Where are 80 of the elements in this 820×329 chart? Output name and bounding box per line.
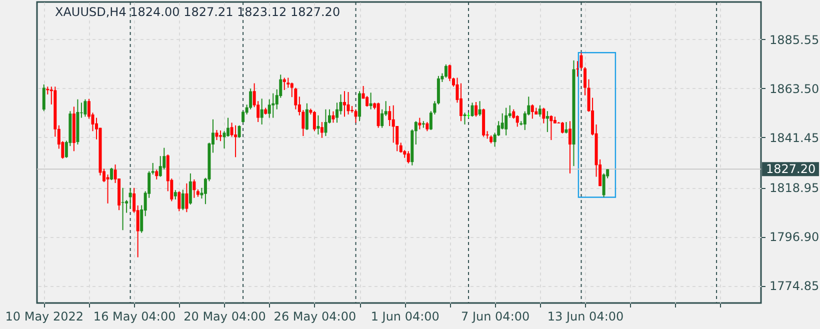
candlestick (444, 64, 448, 78)
candlestick (568, 120, 572, 174)
candlestick (460, 82, 463, 122)
chart-title: XAUUSD,H4 1824.00 1827.21 1823.12 1827.20 (55, 5, 340, 19)
candlestick (332, 110, 335, 124)
x-tick-label: 20 May 04:00 (184, 310, 266, 324)
candlestick (602, 172, 606, 198)
candlestick (106, 174, 110, 204)
candlestick (339, 94, 342, 115)
candlestick (185, 182, 188, 213)
y-tick-label: 1818.95 (770, 181, 820, 196)
candlestick (560, 122, 564, 134)
x-tick-label: 1 Jun 04:00 (370, 310, 440, 324)
candlestick (354, 108, 358, 124)
candlestick (546, 110, 549, 133)
candlestick (121, 187, 124, 231)
candlestick (418, 117, 422, 130)
candlestick (474, 102, 478, 118)
x-tick-label: 10 May 2022 (5, 310, 84, 324)
candlestick (188, 172, 192, 206)
candlestick (335, 102, 338, 124)
candlestick (181, 189, 184, 211)
candlestick (192, 178, 196, 198)
candlestick (388, 106, 392, 127)
candlestick (478, 100, 482, 117)
ref-line-label: 1827.20 (766, 162, 816, 176)
candlestick (312, 110, 316, 132)
candlestick (343, 90, 346, 118)
candlestick (272, 92, 275, 118)
candlestick (242, 110, 245, 124)
y-tick-label: 1774.85 (770, 279, 820, 294)
y-tick-label: 1841.45 (770, 130, 820, 145)
candlestick (178, 190, 181, 212)
candlestick (504, 107, 508, 136)
candlestick (282, 77, 286, 90)
x-tick-label: 16 May 04:00 (93, 310, 176, 324)
candlestick (392, 104, 395, 144)
candlestick (320, 122, 324, 138)
candlestick (564, 122, 568, 134)
candlestick (128, 187, 132, 210)
candlestick (538, 104, 542, 118)
x-tick-label: 26 May 04:00 (274, 310, 356, 324)
candlestick (550, 114, 553, 141)
candlestick (516, 114, 519, 128)
candlestick (470, 102, 474, 118)
y-tick-label: 1885.55 (770, 32, 820, 47)
candlestick (366, 95, 369, 108)
candlestick (316, 114, 320, 135)
candlestick (369, 92, 372, 110)
candlestick (576, 60, 579, 78)
candlestick (448, 64, 452, 82)
candlestick (215, 130, 218, 141)
candlestick (376, 102, 380, 128)
candlestick (84, 98, 87, 118)
candlestick (155, 169, 158, 180)
candlestick (512, 108, 516, 120)
candlestick (238, 124, 241, 138)
candlestick (463, 112, 466, 125)
candlestick (324, 108, 328, 137)
candlestick (346, 91, 350, 115)
candlestick (358, 90, 362, 122)
candlestick (174, 190, 177, 200)
x-tick-label: 7 Jun 04:00 (461, 310, 530, 324)
candlestick (305, 102, 308, 131)
candlestick (530, 104, 534, 120)
x-tick-label: 13 Jun 04:00 (547, 310, 624, 324)
candlestick (260, 98, 264, 125)
candlestick (380, 108, 384, 128)
y-tick-label: 1796.90 (770, 230, 820, 244)
candlestick (234, 124, 238, 158)
candlestick (151, 162, 154, 176)
y-tick-label: 1863.50 (770, 82, 820, 96)
candlestick (542, 107, 546, 124)
candlestick (406, 150, 410, 164)
candlestick (219, 130, 222, 142)
candlestick (286, 77, 290, 88)
candlestick (110, 167, 114, 181)
candlestick (426, 122, 429, 132)
candlestick (42, 84, 46, 112)
candlestick (467, 112, 470, 118)
